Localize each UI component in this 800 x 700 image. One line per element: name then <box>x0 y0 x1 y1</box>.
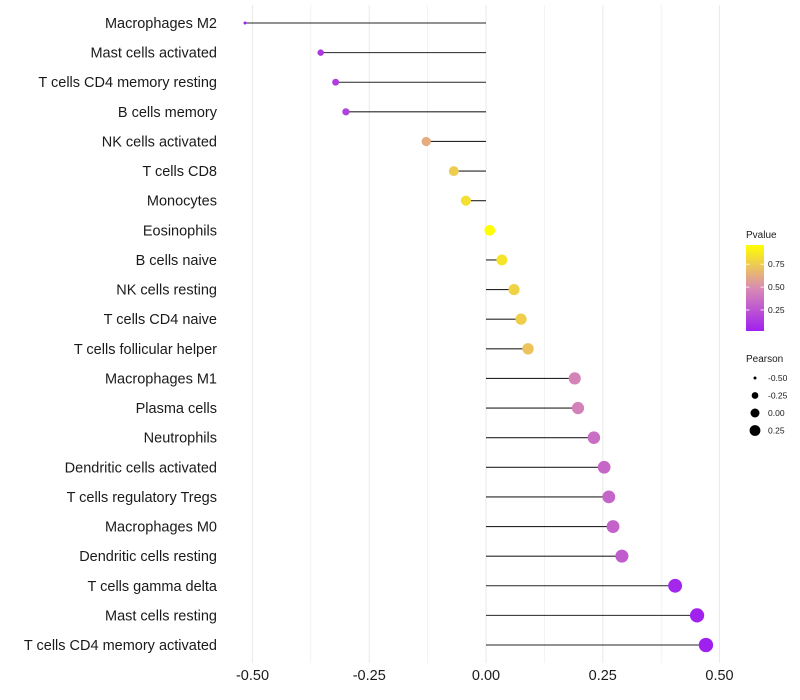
colorbar-tick-label: 0.50 <box>768 282 785 292</box>
y-tick-label: T cells follicular helper <box>74 342 217 358</box>
lollipop-point <box>597 460 611 474</box>
lollipop-point <box>668 578 683 593</box>
size-legend-label: 0.25 <box>768 426 785 436</box>
lollipop-point <box>342 108 350 116</box>
y-tick-label: B cells naive <box>136 253 217 269</box>
lollipop-point <box>522 343 534 355</box>
size-legend-label: -0.50 <box>768 373 788 383</box>
size-legend-label: 0.00 <box>768 408 785 418</box>
lollipop-point <box>332 78 340 86</box>
lollipop-point <box>568 372 581 385</box>
y-tick-label: Macrophages M0 <box>105 520 217 536</box>
y-tick-label: T cells CD4 naive <box>104 312 217 328</box>
pearson-legend: Pearson -0.50 -0.25 0.00 0.25 <box>746 354 788 436</box>
gridlines <box>251 5 721 663</box>
x-tick-label: -0.25 <box>353 668 386 684</box>
lollipop-point <box>515 313 527 325</box>
lollipop-point <box>508 284 520 296</box>
x-tick-label: 0.25 <box>589 668 617 684</box>
y-tick-label: Dendritic cells activated <box>65 460 217 476</box>
pvalue-colorbar <box>746 245 764 331</box>
lollipop-point <box>698 637 714 653</box>
y-tick-label: Monocytes <box>147 194 217 210</box>
x-tick-label: 0.00 <box>472 668 500 684</box>
y-tick-label: Macrophages M2 <box>105 16 217 32</box>
size-legend-key <box>753 376 757 380</box>
size-legend-key <box>750 408 760 418</box>
x-tick-label: 0.50 <box>705 668 733 684</box>
lollipop-point <box>606 520 620 533</box>
y-tick-label: NK cells activated <box>102 134 217 150</box>
y-tick-label: Plasma cells <box>136 401 217 417</box>
y-tick-label: Dendritic cells resting <box>79 549 217 565</box>
y-axis-labels: Macrophages M2 Mast cells activated T cell… <box>24 16 218 654</box>
y-tick-label: Macrophages M1 <box>105 371 217 387</box>
lollipop-point <box>496 254 508 266</box>
lollipop-point <box>460 195 471 206</box>
pvalue-legend: Pvalue 0.25 0.50 0.75 <box>746 230 785 331</box>
lollipop-point <box>571 401 585 415</box>
lollipop-point <box>421 136 431 147</box>
y-tick-label: Neutrophils <box>144 431 217 447</box>
lollipop-point <box>602 490 616 504</box>
lollipop-point <box>317 49 324 56</box>
lollipop-point <box>587 431 601 444</box>
x-tick-label: -0.50 <box>236 668 269 684</box>
size-legend-key <box>751 392 759 399</box>
lollipop-point <box>484 225 496 236</box>
lollipop-point <box>689 608 705 623</box>
pvalue-legend-title: Pvalue <box>746 230 777 241</box>
lollipop-point <box>243 21 247 25</box>
colorbar-tick-label: 0.75 <box>768 259 785 269</box>
lollipop-segments <box>245 22 706 646</box>
y-tick-label: T cells regulatory Tregs <box>67 490 217 506</box>
y-tick-label: T cells CD4 memory activated <box>24 638 217 654</box>
lollipop-point <box>615 549 629 563</box>
pearson-legend-title: Pearson <box>746 354 783 365</box>
size-legend-key <box>749 425 761 436</box>
lollipop-point <box>448 166 459 177</box>
y-tick-label: B cells memory <box>118 105 218 121</box>
y-tick-label: T cells gamma delta <box>88 579 218 595</box>
y-tick-label: T cells CD8 <box>142 164 217 180</box>
y-tick-label: Eosinophils <box>143 223 217 239</box>
lollipop-points <box>243 21 714 653</box>
x-axis-labels: -0.50 -0.25 0.00 0.25 0.50 <box>236 668 734 684</box>
size-legend-label: -0.25 <box>768 391 788 401</box>
y-tick-label: T cells CD4 memory resting <box>38 75 217 91</box>
y-tick-label: Mast cells resting <box>105 608 217 624</box>
y-tick-label: NK cells resting <box>116 283 217 299</box>
colorbar-tick-label: 0.25 <box>768 305 785 315</box>
y-tick-label: Mast cells activated <box>90 46 217 62</box>
